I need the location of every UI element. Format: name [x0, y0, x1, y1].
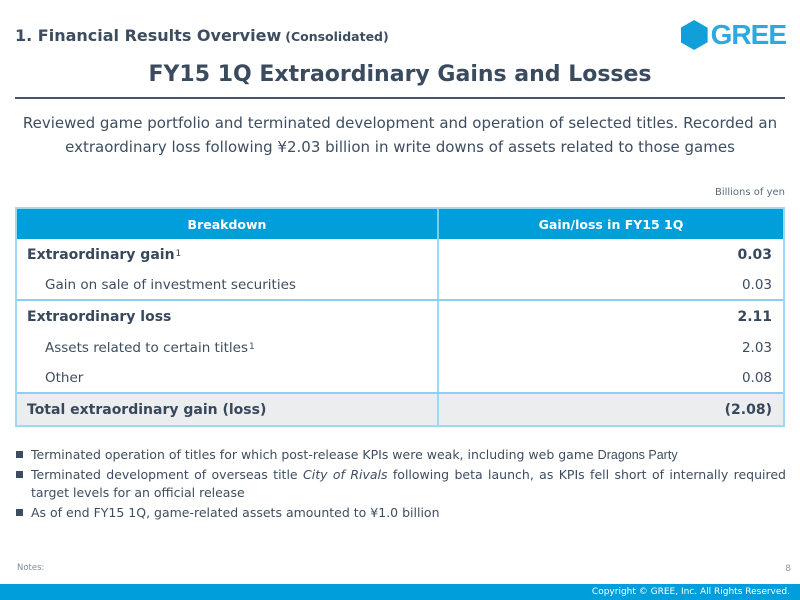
row-label: Extraordinary loss [27, 308, 172, 325]
row-label: Total extraordinary gain (loss) [27, 401, 267, 418]
page-number: 8 [785, 564, 791, 574]
table-header-row: Breakdown Gain/loss in FY15 1Q [17, 209, 783, 239]
gree-logo-text: GREE [710, 19, 787, 50]
table-row-extraordinary-loss: Extraordinary loss 2.11 [17, 301, 783, 332]
bullet-item-game-assets: As of end FY15 1Q, game-related assets a… [16, 504, 786, 522]
section-title: 1. Financial Results Overview [15, 25, 282, 45]
row-value: 0.03 [437, 239, 783, 270]
row-label: Assets related to certain titles 1 [45, 339, 255, 356]
section-suffix: (Consolidated) [285, 28, 389, 44]
bullet-item-terminated-development: Terminated development of overseas title… [16, 466, 786, 502]
row-value: 2.03 [437, 332, 783, 363]
table-row-extraordinary-gain: Extraordinary gain 1 0.03 [17, 239, 783, 270]
gains-losses-table: Breakdown Gain/loss in FY15 1Q Extraordi… [15, 207, 785, 427]
intro-paragraph: Reviewed game portfolio and terminated d… [22, 114, 778, 156]
table-row-total: Total extraordinary gain (loss) (2.08) [17, 394, 783, 425]
page-title: FY15 1Q Extraordinary Gains and Losses [148, 62, 652, 87]
gree-hexagon-icon [680, 20, 708, 50]
title-divider [15, 97, 785, 99]
row-value: 0.08 [437, 363, 783, 392]
game-title-city-of-rivals: City of Rivals [303, 467, 388, 483]
units-label: Billions of yen [714, 187, 785, 198]
top-bar: 1. Financial Results Overview (Consolidat… [15, 19, 787, 50]
section-heading: 1. Financial Results Overview (Consolidat… [15, 26, 389, 45]
row-label: Gain on sale of investment securities [45, 276, 296, 293]
game-title-dragons-party: Dragons Party [597, 448, 678, 462]
table-row-gain-on-sale: Gain on sale of investment securities 0.… [17, 270, 783, 301]
row-label: Other [45, 369, 84, 386]
footnote-marker: 1 [175, 248, 182, 259]
table-row-assets-related: Assets related to certain titles 1 2.03 [17, 332, 783, 363]
column-header-breakdown: Breakdown [187, 216, 267, 232]
bullet-item-terminated-operation: Terminated operation of titles for which… [16, 446, 786, 464]
copyright-text: Copyright © GREE, Inc. All Rights Reserv… [591, 587, 790, 597]
row-value: (2.08) [437, 394, 783, 425]
row-value: 0.03 [437, 270, 783, 299]
gree-logo: GREE [680, 19, 787, 50]
footer-bar: Copyright © GREE, Inc. All Rights Reserv… [0, 584, 800, 600]
table-row-other: Other 0.08 [17, 363, 783, 394]
footnote-marker: 1 [248, 341, 255, 352]
notes-heading: Notes: [17, 562, 45, 573]
column-header-gainloss: Gain/loss in FY15 1Q [437, 209, 783, 239]
bullet-list: Terminated operation of titles for which… [16, 446, 786, 525]
row-value: 2.11 [437, 301, 783, 332]
row-label: Extraordinary gain 1 [27, 246, 182, 263]
